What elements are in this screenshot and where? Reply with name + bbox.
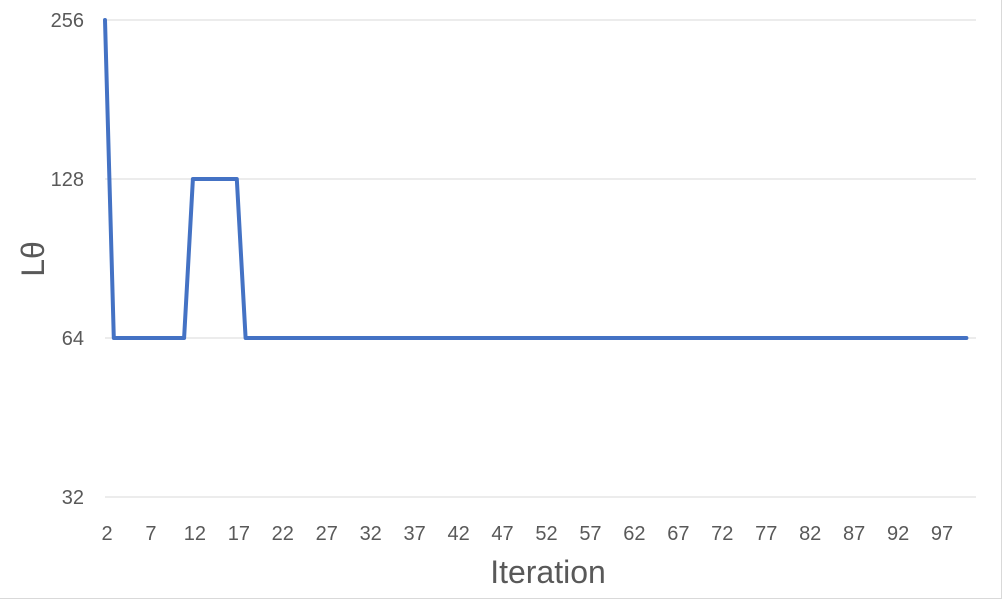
series-line-0 <box>103 18 969 340</box>
x-tick-label: 42 <box>447 523 469 545</box>
y-tick-labels: 32 64 128 256 <box>51 10 84 509</box>
x-tick-label: 32 <box>360 523 382 545</box>
x-tick-label: 47 <box>491 523 513 545</box>
x-axis-title: Iteration <box>490 554 606 590</box>
gridlines <box>105 19 976 498</box>
x-tick-label: 2 <box>101 523 112 545</box>
y-tick-label: 128 <box>51 169 84 191</box>
x-tick-label: 7 <box>145 523 156 545</box>
y-tick-label: 64 <box>62 328 84 350</box>
y-tick-label: 32 <box>62 487 84 509</box>
x-tick-label: 77 <box>755 523 777 545</box>
x-tick-label: 17 <box>228 523 250 545</box>
series-layer <box>103 18 969 340</box>
x-tick-label: 92 <box>887 523 909 545</box>
x-tick-label: 72 <box>711 523 733 545</box>
x-tick-label: 27 <box>316 523 338 545</box>
x-tick-label: 82 <box>799 523 821 545</box>
x-tick-label: 57 <box>579 523 601 545</box>
x-tick-labels: 2 7 12 17 22 27 32 37 42 47 52 57 62 67 72 77 82 87 92 97 <box>101 523 953 545</box>
x-tick-label: 62 <box>623 523 645 545</box>
x-tick-label: 37 <box>404 523 426 545</box>
x-tick-label: 22 <box>272 523 294 545</box>
x-tick-label: 87 <box>843 523 865 545</box>
x-tick-label: 97 <box>931 523 953 545</box>
y-axis-title: Lθ <box>15 241 51 277</box>
x-tick-label: 52 <box>535 523 557 545</box>
x-tick-label: 12 <box>184 523 206 545</box>
y-tick-label: 256 <box>51 10 84 32</box>
x-tick-label: 67 <box>667 523 689 545</box>
